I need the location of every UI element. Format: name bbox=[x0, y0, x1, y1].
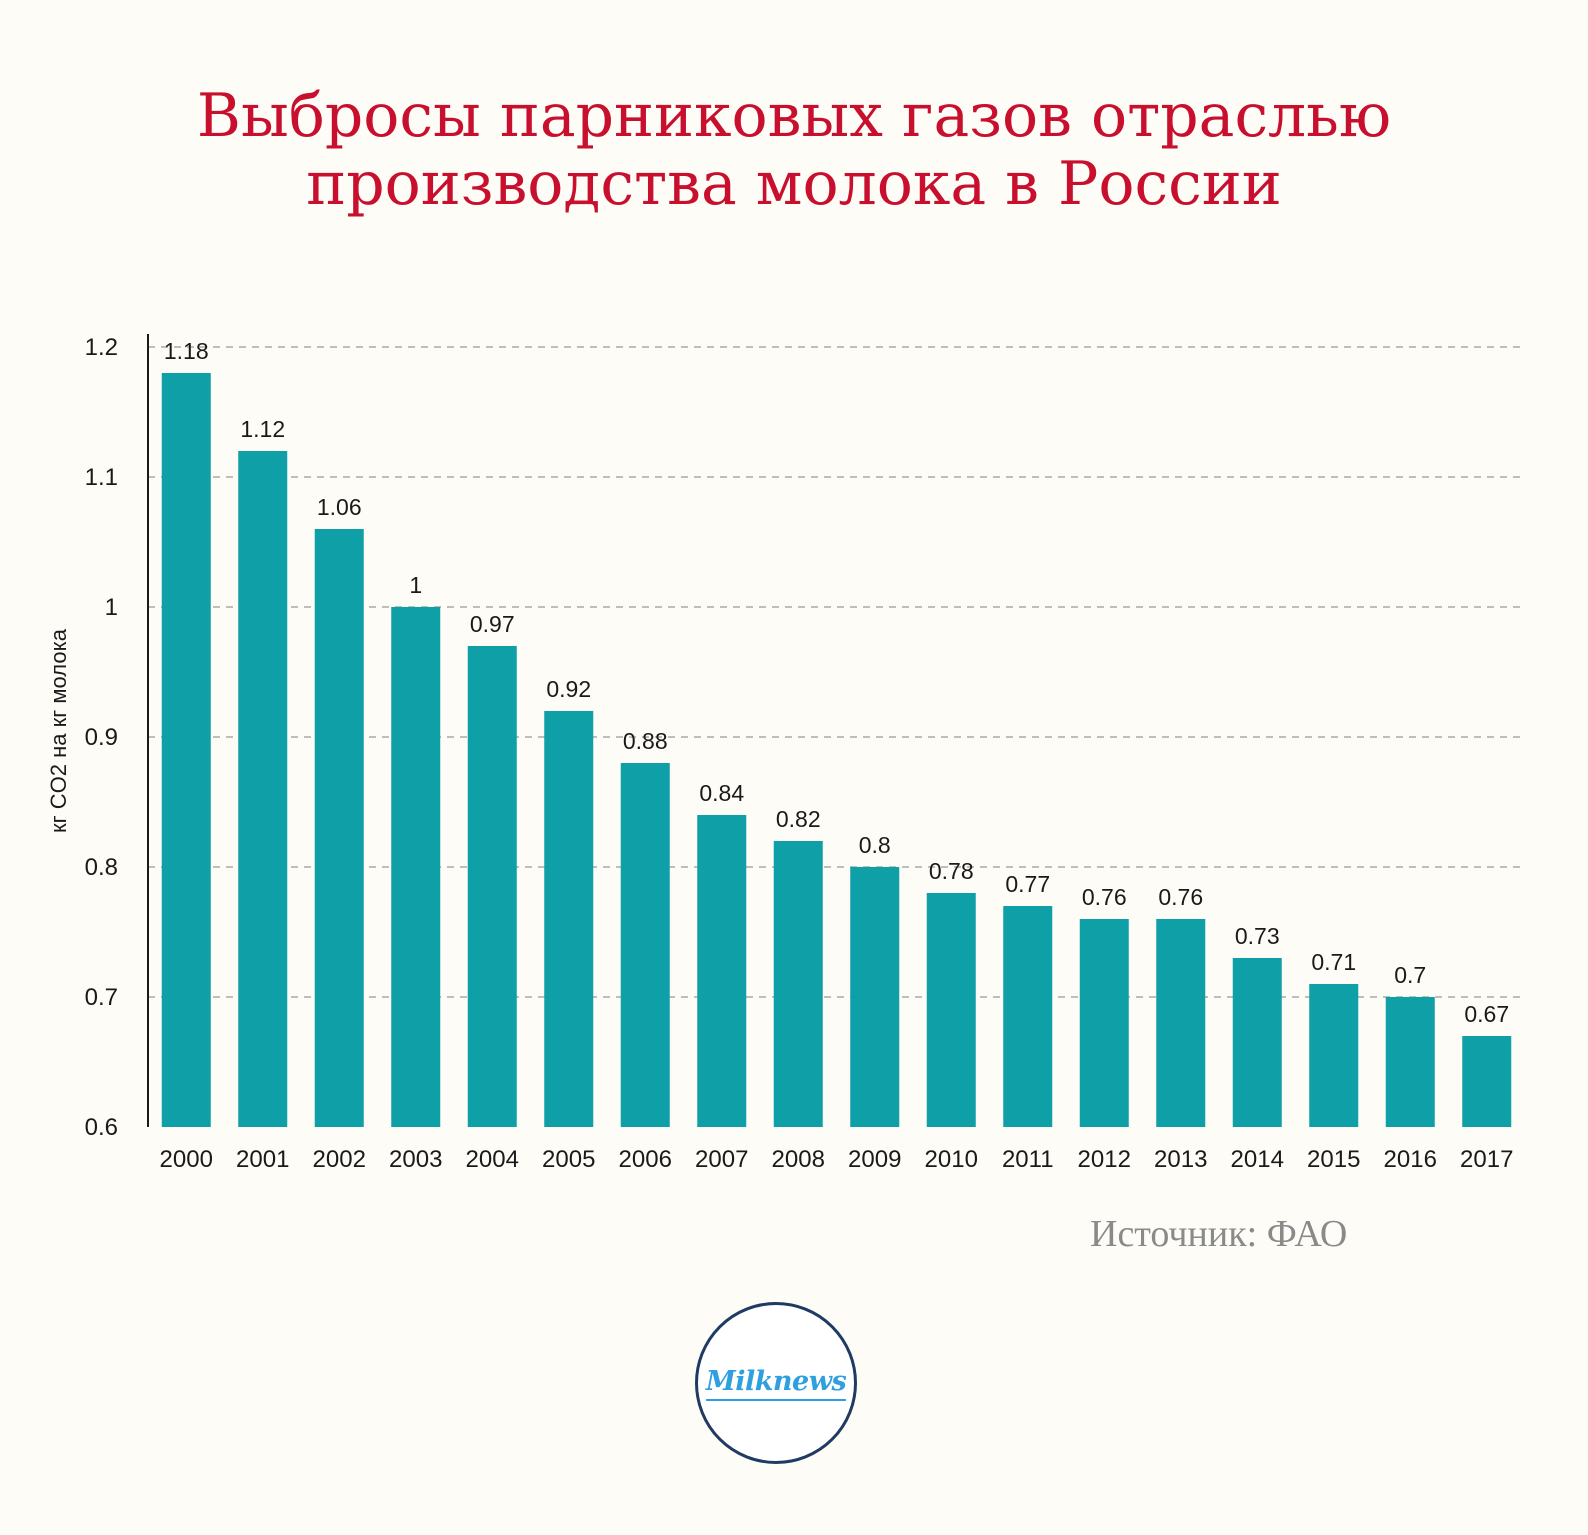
bar-2006 bbox=[620, 763, 670, 1127]
bar-2012 bbox=[1079, 919, 1129, 1127]
bar-value-label: 1.12 bbox=[240, 416, 285, 442]
gridlines bbox=[148, 346, 1525, 998]
bar-2011 bbox=[1003, 906, 1053, 1127]
bar-2003 bbox=[391, 607, 441, 1127]
source-note: Источник: ФАО bbox=[1090, 1213, 1348, 1255]
bar-2004 bbox=[467, 646, 517, 1127]
x-tick-label: 2017 bbox=[1460, 1146, 1513, 1173]
x-tick-label: 2005 bbox=[542, 1146, 595, 1173]
y-tick-label: 1.1 bbox=[85, 464, 118, 491]
bar-value-label: 0.78 bbox=[929, 858, 974, 884]
bar-value-label: 0.8 bbox=[859, 832, 891, 858]
y-tick-label: 0.8 bbox=[85, 854, 118, 881]
bar-value-label: 0.84 bbox=[699, 780, 744, 806]
bar-chart: 1.18 1.12 1.06 1 0.97 0.92 0.88 0.84 0.82 0.8 0.78… bbox=[46, 334, 1525, 1173]
y-tick-label: 0.7 bbox=[85, 984, 118, 1011]
bar-value-label: 0.77 bbox=[1005, 871, 1050, 897]
bar-value-label: 0.71 bbox=[1311, 949, 1356, 975]
bar-2016 bbox=[1385, 997, 1435, 1127]
x-tick-label: 2007 bbox=[695, 1146, 748, 1173]
bar-value-label: 0.97 bbox=[470, 611, 515, 637]
x-tick-label: 2011 bbox=[1002, 1146, 1054, 1173]
y-tick-label: 0.6 bbox=[85, 1114, 118, 1141]
bar-2007 bbox=[697, 815, 747, 1127]
milknews-logo: Milknews bbox=[695, 1302, 857, 1464]
bar-value-label: 1 bbox=[409, 572, 422, 598]
x-tick-label: 2000 bbox=[160, 1146, 213, 1173]
x-tick-label: 2013 bbox=[1154, 1146, 1207, 1173]
bar-value-label: 0.92 bbox=[546, 676, 591, 702]
bar-2017 bbox=[1462, 1036, 1512, 1127]
y-tick-label: 0.9 bbox=[85, 724, 118, 751]
bar-2000 bbox=[161, 373, 211, 1127]
y-tick-label: 1 bbox=[105, 594, 118, 621]
bar-2001 bbox=[238, 451, 288, 1127]
x-tick-label: 2010 bbox=[925, 1146, 978, 1173]
bars bbox=[161, 373, 1512, 1127]
y-tick-label: 1.2 bbox=[85, 334, 118, 361]
x-tick-label: 2002 bbox=[313, 1146, 366, 1173]
x-tick-label: 2009 bbox=[848, 1146, 901, 1173]
chart-title: Выбросы парниковых газов отраслью произв… bbox=[0, 82, 1588, 218]
x-tick-label: 2015 bbox=[1307, 1146, 1360, 1173]
bar-2005 bbox=[544, 711, 594, 1127]
bar-value-label: 1.18 bbox=[164, 338, 209, 364]
bar-value-label: 0.76 bbox=[1158, 884, 1203, 910]
x-tick-label: 2014 bbox=[1231, 1146, 1284, 1173]
bar-value-label: 1.06 bbox=[317, 494, 362, 520]
x-tick-label: 2006 bbox=[619, 1146, 672, 1173]
bar-value-label: 0.88 bbox=[623, 728, 668, 754]
bar-value-label: 0.76 bbox=[1082, 884, 1127, 910]
x-tick-label: 2008 bbox=[772, 1146, 825, 1173]
bar-value-label: 0.82 bbox=[776, 806, 821, 832]
y-axis-label: кг CO2 на кг молока bbox=[46, 628, 71, 833]
bar-2008 bbox=[773, 841, 823, 1127]
bar-2014 bbox=[1232, 958, 1282, 1127]
bar-value-label: 0.7 bbox=[1394, 962, 1426, 988]
x-tick-label: 2003 bbox=[389, 1146, 442, 1173]
x-tick-label: 2016 bbox=[1384, 1146, 1437, 1173]
bar-value-label: 0.73 bbox=[1235, 923, 1280, 949]
bar-2015 bbox=[1309, 984, 1359, 1127]
bar-2002 bbox=[314, 529, 364, 1127]
bar-2009 bbox=[850, 867, 900, 1127]
title-line-1: Выбросы парниковых газов отраслью bbox=[196, 81, 1392, 151]
x-tick-label: 2001 bbox=[236, 1146, 289, 1173]
x-tick-labels: 2000 2001 2002 2003 2004 2005 2006 2007 2008 2009… bbox=[160, 1146, 1514, 1173]
logo-text: Milknews bbox=[705, 1366, 847, 1401]
x-tick-label: 2012 bbox=[1078, 1146, 1131, 1173]
y-tick-labels: 0.6 0.7 0.8 0.9 1 1.1 1.2 bbox=[85, 334, 118, 1141]
bar-2013 bbox=[1156, 919, 1206, 1127]
bar-value-label: 0.67 bbox=[1464, 1001, 1509, 1027]
bar-2010 bbox=[926, 893, 976, 1127]
title-line-2: производства молока в России bbox=[306, 149, 1282, 219]
bar-value-labels: 1.18 1.12 1.06 1 0.97 0.92 0.88 0.84 0.82 0.8 0.78… bbox=[164, 338, 1509, 1027]
x-tick-label: 2004 bbox=[466, 1146, 519, 1173]
